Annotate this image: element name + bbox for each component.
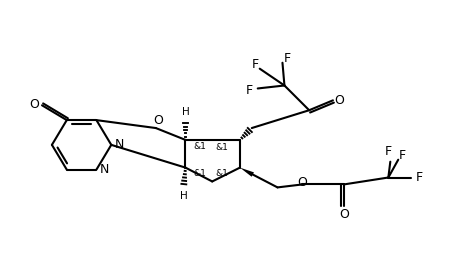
Text: F: F	[283, 52, 290, 65]
Text: F: F	[252, 58, 259, 71]
Text: O: O	[29, 98, 39, 111]
Text: O: O	[152, 114, 163, 127]
Text: O: O	[297, 176, 307, 189]
Text: O: O	[333, 94, 343, 107]
Text: H: H	[181, 107, 189, 117]
Text: N: N	[114, 138, 124, 151]
Text: H: H	[179, 191, 187, 201]
Text: F: F	[246, 84, 253, 97]
Text: O: O	[338, 208, 348, 221]
Text: N: N	[100, 163, 109, 176]
Text: F: F	[414, 171, 422, 184]
Text: &1: &1	[215, 169, 228, 178]
Text: &1: &1	[193, 142, 206, 151]
Text: F: F	[384, 145, 391, 158]
Text: &1: &1	[215, 143, 228, 152]
Text: F: F	[398, 149, 405, 162]
Polygon shape	[239, 168, 253, 177]
Text: &1: &1	[193, 169, 206, 178]
